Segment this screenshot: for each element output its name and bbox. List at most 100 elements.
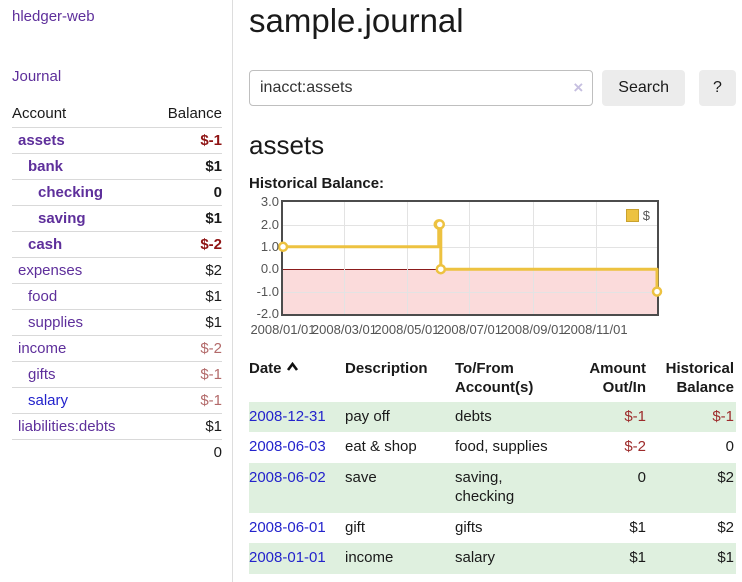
account-row: gifts $-1	[12, 361, 222, 388]
account-link[interactable]: food	[28, 288, 58, 305]
description-column-header: Description	[345, 360, 428, 378]
account-link[interactable]: income	[18, 340, 67, 357]
y-tick-label: 3.0	[260, 194, 279, 210]
date-column-header[interactable]: Date	[249, 358, 345, 402]
account-link[interactable]: assets	[18, 132, 65, 149]
transaction-accounts: debts	[455, 407, 492, 425]
account-balance: $2	[149, 257, 222, 284]
search-button[interactable]: Search	[602, 69, 685, 106]
accounts-total-value: 0	[149, 439, 222, 465]
y-tick-label: -2.0	[256, 306, 279, 322]
account-balance: $1	[149, 413, 222, 440]
x-tick-label: 2008/09/01	[500, 322, 566, 338]
sidebar-item-journal[interactable]: Journal	[12, 68, 62, 85]
transaction-balance: $1	[717, 549, 734, 567]
account-balance: $-1	[149, 387, 222, 414]
transaction-row: 2008-06-02 save saving, checking 0 $2	[249, 463, 736, 513]
account-link[interactable]: salary	[28, 392, 69, 409]
amount-column-header: Amount Out/In	[589, 360, 646, 396]
clear-search-icon[interactable]: ×	[573, 77, 584, 97]
legend-label: $	[642, 208, 650, 224]
account-link[interactable]: checking	[38, 184, 104, 201]
accounts-table: Account Balance assets $-1 bank $1 checking 0…	[12, 102, 222, 465]
transaction-balance: $2	[717, 469, 734, 487]
data-point-marker	[651, 286, 663, 297]
account-link[interactable]: liabilities:debts	[18, 418, 116, 435]
y-tick-label: -1.0	[256, 283, 279, 299]
transaction-row: 2008-06-03 eat & shop food, supplies $-2 0	[249, 432, 736, 463]
transaction-row: 2008-06-01 gift gifts $1 $2	[249, 513, 736, 544]
transaction-description: eat & shop	[345, 438, 417, 456]
transaction-balance: $2	[717, 518, 734, 536]
account-link[interactable]: supplies	[28, 314, 84, 331]
x-tick-label: 2008/01/01	[250, 322, 316, 338]
help-button[interactable]: ?	[699, 69, 736, 106]
chart-plot-area: $	[277, 200, 663, 317]
account-row: saving $1	[12, 205, 222, 232]
data-point-marker	[434, 219, 446, 230]
account-row: assets $-1	[12, 127, 222, 154]
account-balance: $-1	[149, 127, 222, 154]
transaction-amount: $1	[629, 518, 646, 536]
accounts-column-header: To/From Account(s)	[455, 360, 534, 396]
vertical-gridline	[469, 202, 471, 315]
account-link[interactable]: expenses	[18, 262, 83, 279]
account-link[interactable]: gifts	[28, 366, 56, 383]
main-content: sample.journal × Search ? assets Histori…	[233, 0, 742, 582]
account-balance: 0	[149, 179, 222, 206]
transaction-balance: 0	[725, 438, 734, 456]
search-input[interactable]	[249, 69, 594, 106]
account-column-header: Account	[12, 105, 67, 122]
account-link[interactable]: bank	[28, 158, 64, 175]
account-balance: $-2	[149, 335, 222, 362]
historical-balance-chart: $ 2008/01/01 2008/03/01 2008/05/01 2008/07/…	[249, 194, 667, 338]
account-row: salary $-1	[12, 387, 222, 414]
chart-legend: $	[623, 207, 652, 225]
search-bar: × Search ?	[249, 69, 736, 106]
x-tick-label: 2008/05/01	[374, 322, 440, 338]
transaction-description: save	[345, 469, 377, 487]
transaction-row: 2008-01-01 income salary $1 $1	[249, 543, 736, 575]
transaction-date-link[interactable]: 2008-06-01	[249, 518, 326, 536]
account-balance: $1	[149, 205, 222, 232]
account-balance: $-2	[149, 231, 222, 258]
transaction-description: gift	[345, 518, 366, 536]
vertical-gridline	[344, 202, 346, 315]
account-row: bank $1	[12, 153, 222, 180]
account-balance: $-1	[149, 361, 222, 388]
sidebar: hledger-web Journal Account Balance asse…	[0, 0, 233, 582]
account-row: expenses $2	[12, 257, 222, 284]
transaction-date-link[interactable]: 2008-01-01	[249, 549, 326, 567]
balance-column-header: Balance	[167, 105, 222, 122]
register-header-row: Date Description To/From Account(s) Amou…	[249, 358, 736, 402]
transaction-date-link[interactable]: 2008-06-03	[249, 438, 326, 456]
x-tick-label: 2008/03/01	[311, 322, 377, 338]
chart-title: Historical Balance:	[249, 175, 385, 193]
account-row: food $1	[12, 283, 222, 310]
account-balance: $1	[149, 283, 222, 310]
page-title: sample.journal	[249, 2, 464, 39]
transaction-date-link[interactable]: 2008-06-02	[249, 469, 326, 487]
transaction-balance: $-1	[712, 407, 734, 425]
x-tick-label: 2008/07/01	[436, 322, 503, 338]
data-point-marker	[277, 241, 289, 253]
data-point-marker	[435, 264, 447, 275]
transaction-amount: $1	[629, 549, 646, 567]
transaction-accounts: salary	[455, 549, 496, 567]
account-link[interactable]: saving	[38, 210, 86, 227]
transaction-date-link[interactable]: 2008-12-31	[249, 407, 326, 425]
account-heading: assets	[249, 129, 325, 160]
account-row: liabilities:debts $1	[12, 413, 222, 440]
brand-link[interactable]: hledger-web	[12, 8, 95, 25]
x-tick-label: 2008/11/01	[563, 322, 628, 338]
transaction-accounts: saving, checking	[455, 469, 515, 505]
account-link[interactable]: cash	[28, 236, 63, 253]
account-row: income $-2	[12, 335, 222, 362]
transaction-accounts: gifts	[455, 518, 483, 536]
transaction-amount: 0	[637, 469, 646, 487]
vertical-gridline	[406, 202, 408, 315]
account-balance: $1	[149, 309, 222, 336]
y-tick-label: 1.0	[260, 238, 279, 254]
search-box: ×	[249, 69, 594, 106]
